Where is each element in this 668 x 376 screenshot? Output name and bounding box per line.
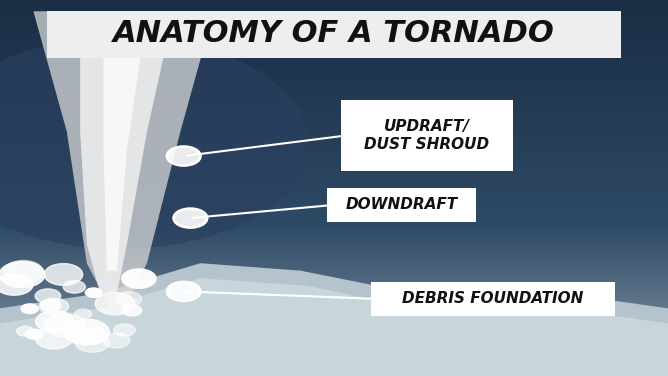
Circle shape: [103, 333, 130, 348]
Circle shape: [35, 289, 61, 303]
Text: UPDRAFT/
DUST SHROUD: UPDRAFT/ DUST SHROUD: [364, 119, 490, 152]
Circle shape: [25, 329, 43, 339]
Circle shape: [75, 333, 110, 352]
Circle shape: [45, 314, 86, 337]
Circle shape: [167, 282, 200, 301]
Circle shape: [3, 261, 43, 283]
Circle shape: [122, 269, 156, 288]
Circle shape: [83, 328, 108, 343]
FancyBboxPatch shape: [327, 188, 476, 222]
Circle shape: [39, 298, 69, 315]
Circle shape: [86, 288, 102, 297]
Polygon shape: [80, 11, 174, 293]
Circle shape: [95, 293, 135, 315]
Circle shape: [35, 311, 74, 332]
Circle shape: [75, 309, 92, 318]
Circle shape: [21, 304, 38, 314]
FancyBboxPatch shape: [341, 100, 513, 171]
FancyBboxPatch shape: [371, 282, 615, 316]
Circle shape: [44, 264, 83, 285]
Text: ANATOMY OF A TORNADO: ANATOMY OF A TORNADO: [113, 19, 555, 49]
Polygon shape: [104, 11, 147, 271]
FancyBboxPatch shape: [47, 11, 621, 58]
Circle shape: [35, 328, 73, 349]
Polygon shape: [33, 11, 214, 308]
Circle shape: [114, 324, 136, 336]
Circle shape: [0, 38, 307, 248]
Circle shape: [0, 274, 33, 295]
Circle shape: [122, 305, 142, 316]
Circle shape: [167, 147, 200, 165]
Text: DEBRIS FOUNDATION: DEBRIS FOUNDATION: [402, 291, 584, 306]
Circle shape: [63, 319, 110, 345]
Circle shape: [0, 262, 45, 287]
Polygon shape: [0, 263, 668, 376]
Circle shape: [63, 280, 86, 293]
Circle shape: [116, 292, 142, 306]
Circle shape: [41, 299, 61, 311]
Text: DOWNDRAFT: DOWNDRAFT: [345, 197, 458, 212]
Circle shape: [174, 209, 207, 227]
Circle shape: [17, 326, 34, 336]
Polygon shape: [0, 278, 668, 376]
